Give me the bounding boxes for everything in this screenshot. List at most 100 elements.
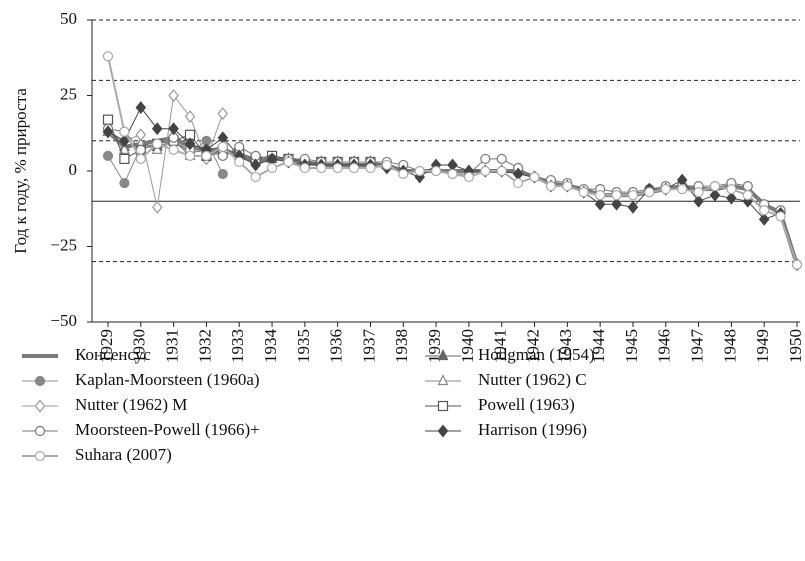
marker: [529, 171, 540, 183]
marker: [693, 194, 704, 208]
legend-item: Kaplan-Moorsteen (1960a): [22, 370, 260, 389]
x-tick-label: 1950: [786, 329, 805, 363]
marker: [660, 184, 671, 195]
marker: [594, 197, 606, 211]
marker: [151, 200, 163, 214]
legend-item: Powell (1963): [425, 395, 575, 414]
marker: [758, 212, 770, 226]
marker: [595, 190, 606, 201]
legend-label: Moorsteen-Powell (1966)+: [75, 420, 260, 439]
marker: [250, 171, 261, 183]
x-tick-label: 1944: [589, 329, 608, 364]
x-tick-label: 1936: [327, 329, 346, 363]
x-tick-label: 1930: [130, 329, 149, 363]
marker: [627, 190, 639, 201]
y-tick-label: −50: [50, 311, 77, 330]
marker: [496, 153, 507, 165]
marker: [217, 107, 229, 121]
marker: [447, 158, 458, 172]
marker: [119, 134, 130, 148]
legend-label: Powell (1963): [478, 395, 575, 414]
marker: [152, 138, 163, 149]
marker: [102, 125, 114, 139]
marker: [217, 168, 228, 180]
marker: [437, 424, 449, 438]
marker: [299, 162, 310, 174]
x-tick-label: 1940: [458, 329, 477, 363]
x-tick-label: 1931: [163, 329, 182, 363]
marker: [430, 165, 442, 177]
marker: [480, 153, 491, 165]
marker: [496, 165, 507, 177]
x-tick-label: 1939: [425, 329, 444, 363]
marker: [250, 158, 261, 172]
marker: [135, 128, 147, 142]
y-tick-label: 25: [60, 84, 77, 103]
marker: [34, 450, 46, 462]
marker: [217, 150, 228, 161]
legend-item: Nutter (1962) M: [22, 395, 187, 414]
x-tick-label: 1933: [228, 329, 247, 363]
x-tick-label: 1934: [261, 329, 280, 364]
marker: [381, 159, 392, 171]
marker: [709, 181, 721, 192]
legend-label: Nutter (1962) C: [478, 370, 587, 389]
marker: [693, 187, 704, 198]
marker: [365, 162, 376, 174]
marker: [414, 165, 425, 177]
legend-item: Hodgman (1954): [425, 345, 595, 364]
marker: [627, 200, 639, 214]
marker: [234, 156, 245, 168]
marker: [168, 89, 179, 102]
marker: [201, 150, 212, 161]
legend-label: Kaplan-Moorsteen (1960a): [75, 370, 260, 389]
marker: [578, 187, 589, 198]
marker: [437, 400, 449, 412]
marker: [447, 168, 458, 180]
x-tick-label: 1938: [392, 329, 411, 363]
marker: [102, 150, 114, 161]
legend-item: Nutter (1962) C: [425, 370, 587, 389]
marker: [513, 177, 524, 189]
marker: [709, 188, 721, 202]
marker: [726, 191, 737, 205]
marker: [644, 187, 655, 198]
marker: [545, 181, 557, 192]
marker: [119, 126, 130, 137]
legend-label: Консенсус: [75, 345, 151, 364]
legend-label: Nutter (1962) M: [75, 395, 187, 414]
legend-label: Harrison (1996): [478, 420, 587, 439]
marker: [102, 114, 114, 125]
marker: [34, 375, 46, 387]
marker: [118, 143, 130, 154]
y-tick-label: 0: [69, 160, 78, 179]
marker: [742, 181, 753, 192]
marker: [283, 156, 294, 168]
marker: [119, 153, 130, 165]
marker: [775, 211, 786, 222]
marker: [791, 259, 803, 270]
x-tick-label: 1942: [523, 329, 542, 363]
marker: [463, 171, 475, 183]
marker: [168, 144, 179, 155]
marker: [34, 425, 46, 437]
legend-item: Suhara (2007): [22, 445, 172, 464]
marker: [480, 165, 491, 177]
x-tick-label: 1947: [687, 329, 706, 364]
x-tick-label: 1948: [720, 329, 739, 363]
marker: [151, 122, 163, 136]
x-tick-label: 1937: [359, 329, 378, 364]
marker: [437, 374, 449, 386]
x-tick-label: 1935: [294, 329, 313, 363]
legend-label: Hodgman (1954): [478, 345, 595, 364]
x-tick-label: 1946: [655, 329, 674, 363]
marker: [611, 190, 622, 201]
y-axis-title: Год к году, % прироста: [11, 88, 30, 254]
marker: [266, 162, 278, 174]
marker: [102, 51, 114, 62]
marker: [348, 162, 360, 174]
marker: [217, 141, 228, 152]
legend-item: Консенсус: [22, 345, 151, 364]
legend-item: Moorsteen-Powell (1966)+: [22, 420, 260, 439]
